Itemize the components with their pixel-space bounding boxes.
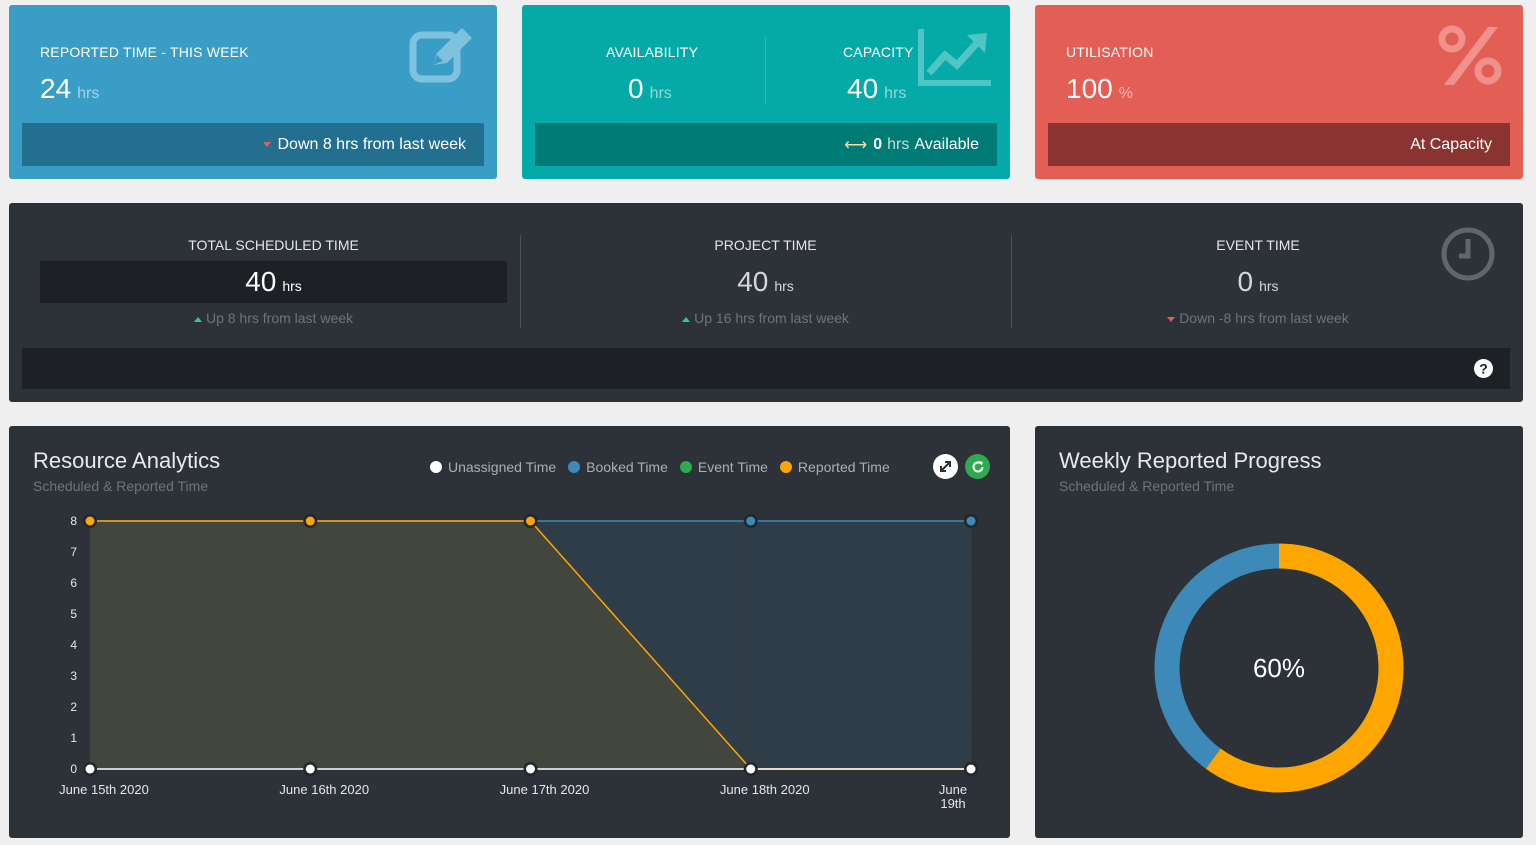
trend-up-icon <box>918 29 991 86</box>
donut-center-label: 60% <box>1253 653 1305 683</box>
refresh-button[interactable] <box>965 454 990 479</box>
donut-slice <box>1154 543 1280 769</box>
availability-title: AVAILABILITY <box>606 44 699 60</box>
capacity-title: CAPACITY <box>843 44 914 60</box>
y-tick-label: 0 <box>70 762 77 776</box>
availability-value: 0 hrs <box>628 73 672 104</box>
booked-time-point <box>746 516 756 526</box>
x-tick-label: June 16th 2020 <box>279 782 369 797</box>
legend-label: Unassigned Time <box>448 459 557 475</box>
scheduled-time-footer: ? <box>22 348 1510 389</box>
up-arrow-icon <box>193 316 202 322</box>
unassigned-time-point <box>526 764 535 774</box>
project-time-value: 40 hrs <box>737 266 794 297</box>
reported-time-card: REPORTED TIME - THIS WEEK 24 hrs Down 8 h… <box>9 5 497 179</box>
y-tick-label: 6 <box>70 576 77 590</box>
project-time-label: PROJECT TIME <box>714 237 817 253</box>
reported-time-title: REPORTED TIME - THIS WEEK <box>40 44 249 60</box>
divider <box>520 235 521 328</box>
resource-analytics-chart: 0 1 2 3 4 5 6 7 8 June 15th 2020 June 16th 2020 Jun… <box>59 514 986 838</box>
divider <box>1011 235 1012 328</box>
donut-slice <box>1205 543 1404 793</box>
unassigned-time-point <box>305 764 315 774</box>
project-time: PROJECT TIME 40 hrs Up 16 hrs from last w… <box>532 203 999 333</box>
resource-analytics-subtitle: Scheduled & Reported Time <box>33 478 209 494</box>
weekly-progress-title: Weekly Reported Progress <box>1059 448 1322 473</box>
event-time-value: 0 hrs <box>1237 266 1279 297</box>
total-scheduled-delta: Up 8 hrs from last week <box>40 310 507 326</box>
reported-time-change: Down 8 hrs from last week <box>277 135 466 153</box>
x-tick-label: June 17th 2020 <box>500 782 590 797</box>
y-tick-label: 7 <box>70 545 77 559</box>
legend-dot <box>430 461 442 473</box>
available-label: Available <box>914 135 979 153</box>
y-tick-label: 5 <box>70 607 77 621</box>
y-tick-label: 4 <box>70 638 77 652</box>
chart-legend: Unassigned Time Booked Time Event Time R… <box>430 459 890 475</box>
legend-label: Booked Time <box>586 459 668 475</box>
weekly-progress-panel: Weekly Reported Progress Scheduled & Rep… <box>1035 426 1523 838</box>
edit-icon <box>409 28 472 83</box>
percent-icon <box>1438 25 1502 85</box>
y-tick-label: 3 <box>70 669 77 683</box>
total-scheduled-time: TOTAL SCHEDULED TIME 40 hrs Up 8 hrs from… <box>40 203 507 333</box>
event-time: EVENT TIME 0 hrs Down -8 hrs from last we… <box>1023 203 1493 333</box>
at-capacity-label: At Capacity <box>1410 135 1492 153</box>
availability-footer: ⟷ 0 hrs Available <box>535 123 997 166</box>
utilisation-title: UTILISATION <box>1066 44 1154 60</box>
utilisation-card: UTILISATION 100% At Capacity <box>1035 5 1523 179</box>
expand-icon <box>940 461 951 472</box>
event-time-delta: Down -8 hrs from last week <box>1023 310 1493 326</box>
utilisation-footer: At Capacity <box>1048 123 1510 166</box>
down-arrow-icon <box>1167 316 1176 322</box>
legend-label: Reported Time <box>797 459 890 475</box>
reported-time-value: 24 hrs <box>40 73 100 104</box>
legend-dot <box>779 461 792 473</box>
reported-time-footer: Down 8 hrs from last week <box>22 123 484 166</box>
up-arrow-icon <box>682 316 691 322</box>
legend-dot <box>679 461 692 473</box>
expand-button[interactable] <box>933 454 958 479</box>
svg-text:?: ? <box>1479 360 1488 376</box>
weekly-progress-subtitle: Scheduled & Reported Time <box>1059 478 1235 494</box>
capacity-value: 40 hrs <box>847 73 907 104</box>
y-tick-label: 2 <box>70 700 77 714</box>
event-time-label: EVENT TIME <box>1216 237 1300 253</box>
x-label-clip <box>926 811 986 838</box>
y-tick-label: 8 <box>70 514 77 528</box>
reported-time-point <box>305 516 315 526</box>
availability-capacity-card: AVAILABILITY 0 hrs CAPACITY 40 hrs ⟷ 0 hrs… <box>522 5 1010 179</box>
reported-time-point <box>85 516 95 526</box>
legend-label: Event Time <box>697 459 768 475</box>
unassigned-time-point <box>966 764 976 774</box>
legend-item-event[interactable]: Event Time <box>679 459 768 475</box>
total-scheduled-value: 40 hrs <box>40 261 507 303</box>
arrows-horizontal-icon: ⟷ <box>844 136 868 154</box>
x-tick-label: June 18th 2020 <box>720 782 810 797</box>
utilisation-value: 100% <box>1066 73 1133 104</box>
y-tick-label: 1 <box>70 731 77 745</box>
legend-item-unassigned[interactable]: Unassigned Time <box>430 459 556 475</box>
card-divider <box>765 37 766 105</box>
reported-time-point <box>526 516 535 526</box>
total-scheduled-label: TOTAL SCHEDULED TIME <box>188 237 359 253</box>
resource-analytics-title: Resource Analytics <box>33 448 221 473</box>
weekly-progress-donut: 60% <box>1154 543 1404 793</box>
scheduled-time-panel: TOTAL SCHEDULED TIME 40 hrs Up 8 hrs from… <box>9 203 1523 402</box>
legend-item-reported[interactable]: Reported Time <box>779 459 890 475</box>
project-time-delta: Up 16 hrs from last week <box>532 310 999 326</box>
refresh-icon <box>972 460 983 472</box>
unassigned-time-point <box>746 764 756 774</box>
available-hours-value: 0 <box>873 135 883 153</box>
unassigned-time-point <box>85 764 95 774</box>
x-tick-label: June 15th 2020 <box>59 782 149 797</box>
resource-analytics-panel: Resource Analytics Scheduled & Reported … <box>9 426 1010 838</box>
question-icon[interactable]: ? <box>1474 359 1493 378</box>
available-hours-unit: hrs <box>887 135 910 153</box>
legend-dot <box>568 461 581 473</box>
down-arrow-icon <box>263 142 272 147</box>
clock-icon <box>1441 227 1495 281</box>
legend-item-booked[interactable]: Booked Time <box>568 459 668 475</box>
booked-time-point <box>966 516 976 526</box>
